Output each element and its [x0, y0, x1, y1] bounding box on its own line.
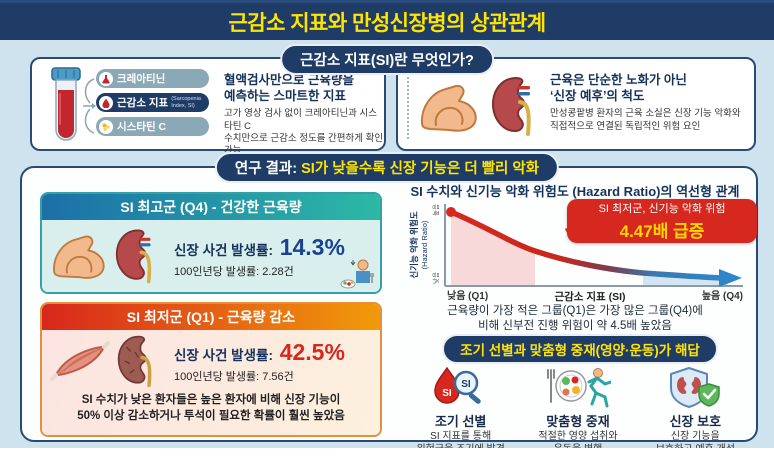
hazard-ratio-chart: 신기능 악화 위험도 (Hazard Ratio) 높음 낮음 낮음 (Q1) …: [409, 204, 743, 303]
blood-test-tube-icon: [51, 67, 81, 141]
q1-summary: SI 수치가 낮은 환자들은 높은 환자에 비해 신장 기능이 50% 이상 감…: [77, 394, 345, 422]
creatinine-text: 크레아티닌: [117, 73, 166, 85]
q4-stat-value: 14.3%: [279, 233, 345, 260]
muscle-fiber-icon: [50, 341, 110, 381]
x-tick-low: 낮음 (Q1): [447, 289, 488, 302]
blood-test-headline: 혈액검사만으로 근육량을 예측하는 스마트한 지표: [224, 73, 354, 103]
y-high-label: 높음: [432, 204, 440, 216]
y-axis-label: 신기능 악화 위험도: [409, 211, 419, 278]
nutrition-exercise-icon: [519, 364, 636, 408]
flask-icon: [99, 71, 113, 86]
intervention-title: 맞춤형 중재: [546, 414, 610, 429]
callout-line2: 4.47배 급증: [619, 222, 705, 241]
what-is-si-badge: 근감소 지표(SI)란 무엇인가?: [280, 44, 494, 75]
protection-title: 신장 보호: [669, 414, 722, 429]
q4-stats: 신장 사건 발생률: 14.3% 100인년당 발생률: 2.28건: [168, 234, 372, 279]
muscle-arm-icon: [420, 84, 477, 132]
sarcopenia-index-text: 근감소 지표: [117, 97, 169, 109]
solution-protection: 신장 보호 신장 기능을 보호하고 예후 개선: [637, 364, 754, 456]
risk-callout: SI 최저군, 신기능 악화 위험 4.47배 급증: [567, 199, 757, 243]
dotted-divider: [407, 69, 409, 139]
chart-title: SI 수치와 신기능 악화 위험도 (Hazard Ratio)의 역선형 관계: [410, 184, 740, 199]
svg-text:SI: SI: [442, 388, 452, 399]
y-axis-sublabel: (Hazard Ratio): [420, 220, 429, 269]
q4-card: SI 최고군 (Q4) - 건강한 근육량: [40, 192, 382, 294]
si-screening-icon: SI SI: [402, 364, 519, 408]
q1-stats: 신장 사건 발생률: 42.5% 100인년당 발생률: 7.56건: [168, 339, 372, 384]
muscle-kidney-headline: 근육은 단순한 노화가 아닌 ‘신장 예후’의 척도: [550, 73, 687, 103]
cystatin-c-text: 시스타틴 C: [117, 121, 167, 133]
q1-card-body: 신장 사건 발생률: 42.5% 100인년당 발생률: 7.56건 SI 수치…: [42, 330, 380, 435]
biomarker-labels: 크레아티닌 근감소 지표 (Sarcopenia Index, SI) 시스타틴…: [96, 69, 209, 136]
q1-stat-label: 신장 사건 발생률:: [174, 347, 273, 363]
q4-icons: [50, 228, 168, 284]
cystatin-c-label: 시스타틴 C: [96, 117, 209, 136]
study-results-panel: SI 최고군 (Q4) - 건강한 근육량: [20, 166, 758, 455]
solution-intervention: 맞춤형 중재 적절한 영양 섭취와 운동을 병행: [519, 364, 636, 456]
svg-text:SI: SI: [461, 379, 471, 390]
muscle-kidney-description: 근육은 단순한 노화가 아닌 ‘신장 예후’의 척도 만성콩팥병 환자의 근육 …: [550, 73, 748, 133]
x-axis-label: 근감소 지표 (SI): [554, 290, 625, 303]
q1-data-point: [446, 207, 456, 217]
blood-test-body: 고가 영상 검사 없이 크레아티닌과 시스타틴 C 수치만으로 근감소 정도를 …: [224, 108, 384, 157]
arrowhead: [719, 269, 742, 287]
solution-badge: 조기 선별과 맞춤형 중재(영양·운동)가 해답: [442, 334, 718, 364]
molecule-icon: [99, 119, 113, 134]
sarcopenia-index-subtext: (Sarcopenia Index, SI): [171, 96, 201, 109]
chart-caption: 근육량이 가장 적은 그룹(Q1)은 가장 많은 그룹(Q4)에 비해 신부전 …: [447, 305, 703, 332]
hazard-ratio-curve: [448, 209, 724, 281]
q1-substat: 100인년당 발생률: 7.56건: [174, 370, 294, 383]
q4-card-body: 신장 사건 발생률: 14.3% 100인년당 발생률: 2.28건: [42, 220, 380, 292]
q4-card-header: SI 최고군 (Q4) - 건강한 근육량: [42, 194, 380, 220]
sarcopenia-index-label: 근감소 지표 (Sarcopenia Index, SI): [96, 93, 209, 112]
q1-icons: [50, 334, 168, 388]
eating-person-icon: [340, 259, 374, 289]
q1-card-header: SI 최저군 (Q1) - 근육량 감소: [42, 304, 380, 330]
q1-stat-value: 42.5%: [279, 338, 345, 365]
kidney-shield-icon: [637, 364, 754, 408]
low-si-shaded-area: [451, 214, 535, 285]
x-tick-high: 높음 (Q4): [702, 290, 743, 302]
solution-screening: SI SI 조기 선별 SI 지표를 통해 위험군을 조기에 발견: [402, 364, 519, 456]
bottom-margin: [0, 448, 774, 455]
blood-test-description: 혈액검사만으로 근육량을 예측하는 스마트한 지표 고가 영상 검사 없이 크레…: [224, 73, 384, 158]
page-title: 근감소 지표와 만성신장병의 상관관계: [228, 11, 546, 35]
q4-stat-label: 신장 사건 발생률:: [174, 242, 273, 258]
q4-substat: 100인년당 발생률: 2.28건: [174, 265, 294, 278]
muscle-kidney-body: 만성콩팥병 환자의 근육 소실은 신장 기능 악화와 직접적으로 연결된 독립적…: [550, 108, 741, 132]
connector-arrows-icon: [83, 78, 96, 134]
solution-columns: SI SI 조기 선별 SI 지표를 통해 위험군을 조기에 발견: [402, 364, 754, 456]
healthy-kidney-icon: [115, 229, 152, 284]
healthy-muscle-icon: [53, 235, 105, 279]
damaged-kidney-icon: [117, 335, 152, 388]
header-bar: 근감소 지표와 만성신장병의 상관관계: [0, 0, 774, 40]
study-result-badge: 연구 결과: SI가 낮을수록 신장 기능은 더 빨리 악화: [214, 152, 560, 183]
y-low-label: 낮음: [431, 272, 440, 284]
callout-line1: SI 최저군, 신기능 악화 위험: [598, 203, 726, 215]
kidney-icon: [491, 76, 531, 136]
screening-title: 조기 선별: [434, 414, 487, 429]
blood-drop-icon: [99, 95, 113, 110]
solution-badge-wrap: 조기 선별과 맞춤형 중재(영양·운동)가 해답: [405, 334, 755, 364]
q1-card: SI 최저군 (Q1) - 근육량 감소: [40, 302, 382, 437]
creatinine-label: 크레아티닌: [96, 69, 209, 88]
